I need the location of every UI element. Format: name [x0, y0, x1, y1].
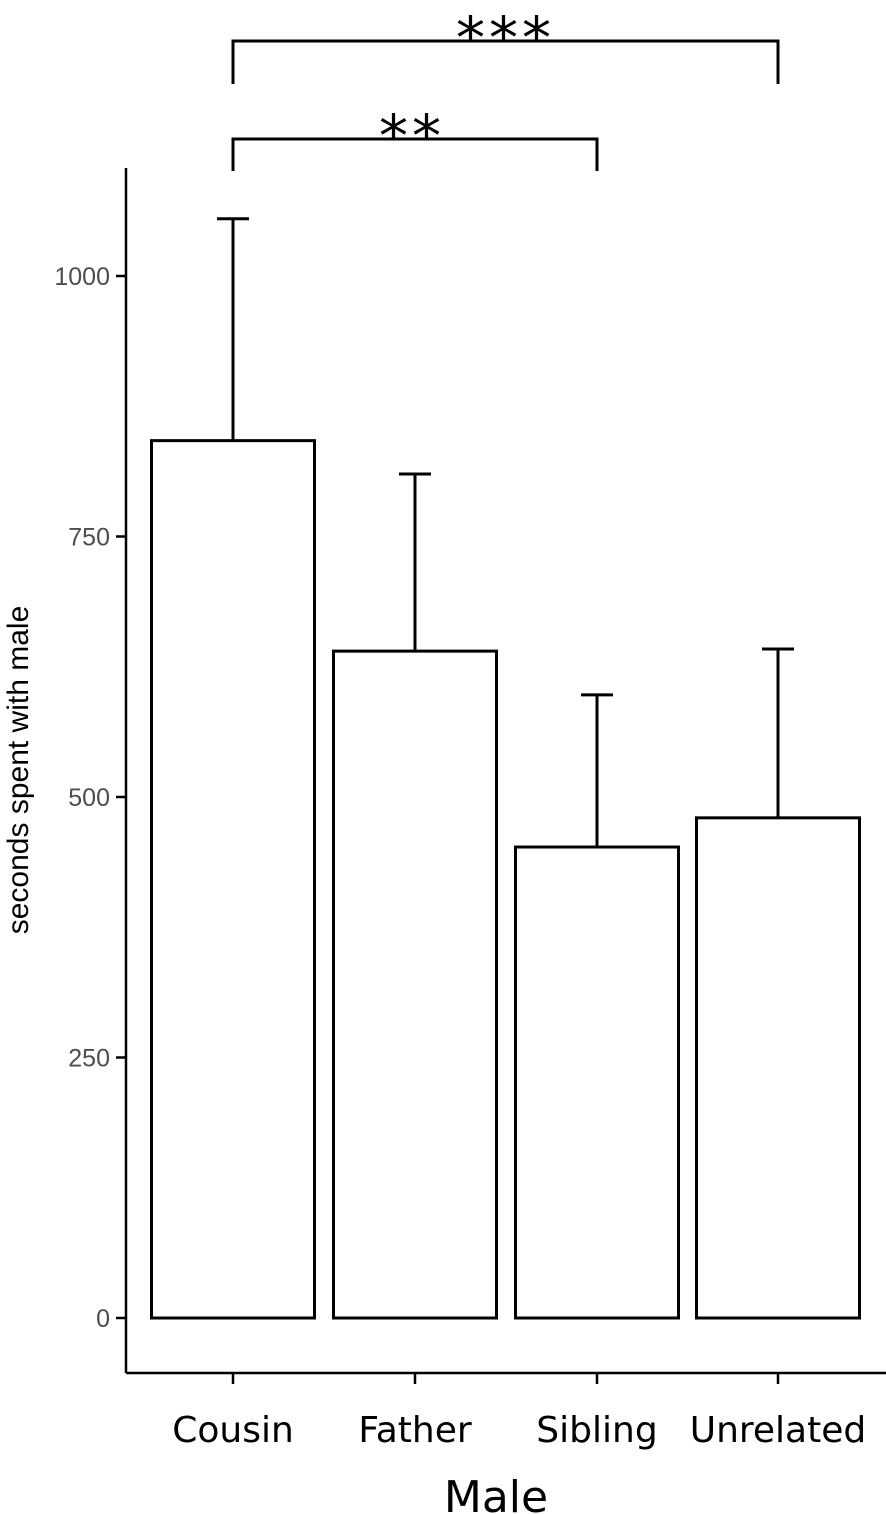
x-tick-label-sibling: Sibling [536, 1410, 657, 1451]
x-tick-label-father: Father [358, 1410, 472, 1451]
error-bar-sibling [581, 693, 613, 848]
x-tick-label-cousin: Cousin [172, 1410, 294, 1451]
error-bars-layer [217, 217, 794, 848]
error-bar-father [399, 472, 431, 652]
x-axis-title: Male [444, 1472, 548, 1514]
significance-layer: ***** [231, 4, 780, 171]
x-ticks-layer: Cousin Father Sibling Unrelated [172, 1373, 866, 1451]
y-tick-label: 750 [68, 524, 110, 552]
y-tick-label: 0 [96, 1305, 110, 1333]
y-tick-label: 1000 [54, 263, 110, 291]
significance-label: ** [379, 102, 445, 170]
y-ticks-layer: 0 250 500 750 1000 [54, 263, 126, 1333]
error-bar-unrelated [762, 647, 794, 818]
y-axis-title: seconds spent with male [2, 606, 35, 935]
significance-label: *** [456, 4, 555, 72]
bar-unrelated [695, 816, 861, 1320]
y-tick-label: 500 [68, 784, 110, 812]
y-tick-label: 250 [68, 1045, 110, 1073]
axes-layer [124, 168, 886, 1375]
x-tick-label-unrelated: Unrelated [690, 1410, 867, 1451]
bar-cousin [150, 439, 316, 1320]
bar-sibling [514, 845, 680, 1320]
bars-layer [150, 439, 861, 1320]
significance-bracket [231, 39, 780, 84]
significance-bracket [231, 137, 599, 171]
error-bar-cousin [217, 217, 249, 441]
bar-father [332, 649, 498, 1320]
